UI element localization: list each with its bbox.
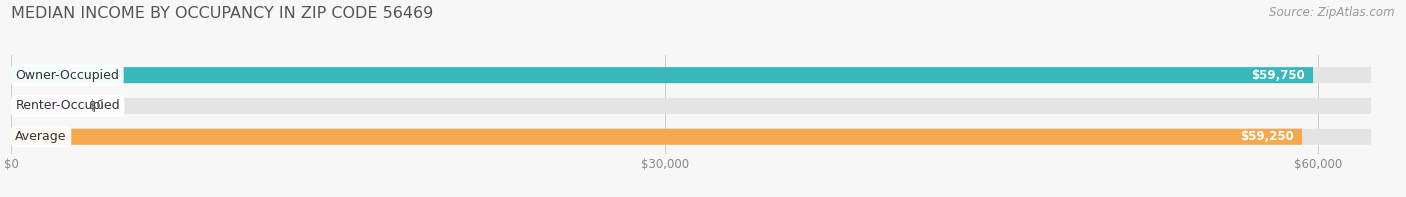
Text: Average: Average [15,130,67,143]
FancyBboxPatch shape [11,67,1371,83]
Text: $59,750: $59,750 [1251,69,1305,82]
FancyBboxPatch shape [11,129,1371,145]
Text: Owner-Occupied: Owner-Occupied [15,69,120,82]
Text: MEDIAN INCOME BY OCCUPANCY IN ZIP CODE 56469: MEDIAN INCOME BY OCCUPANCY IN ZIP CODE 5… [11,6,433,21]
Text: $0: $0 [89,99,104,112]
FancyBboxPatch shape [11,98,1371,114]
FancyBboxPatch shape [11,129,1302,145]
Text: Source: ZipAtlas.com: Source: ZipAtlas.com [1270,6,1395,19]
FancyBboxPatch shape [11,98,77,114]
Text: Renter-Occupied: Renter-Occupied [15,99,120,112]
Text: $59,250: $59,250 [1240,130,1294,143]
FancyBboxPatch shape [11,67,1313,83]
